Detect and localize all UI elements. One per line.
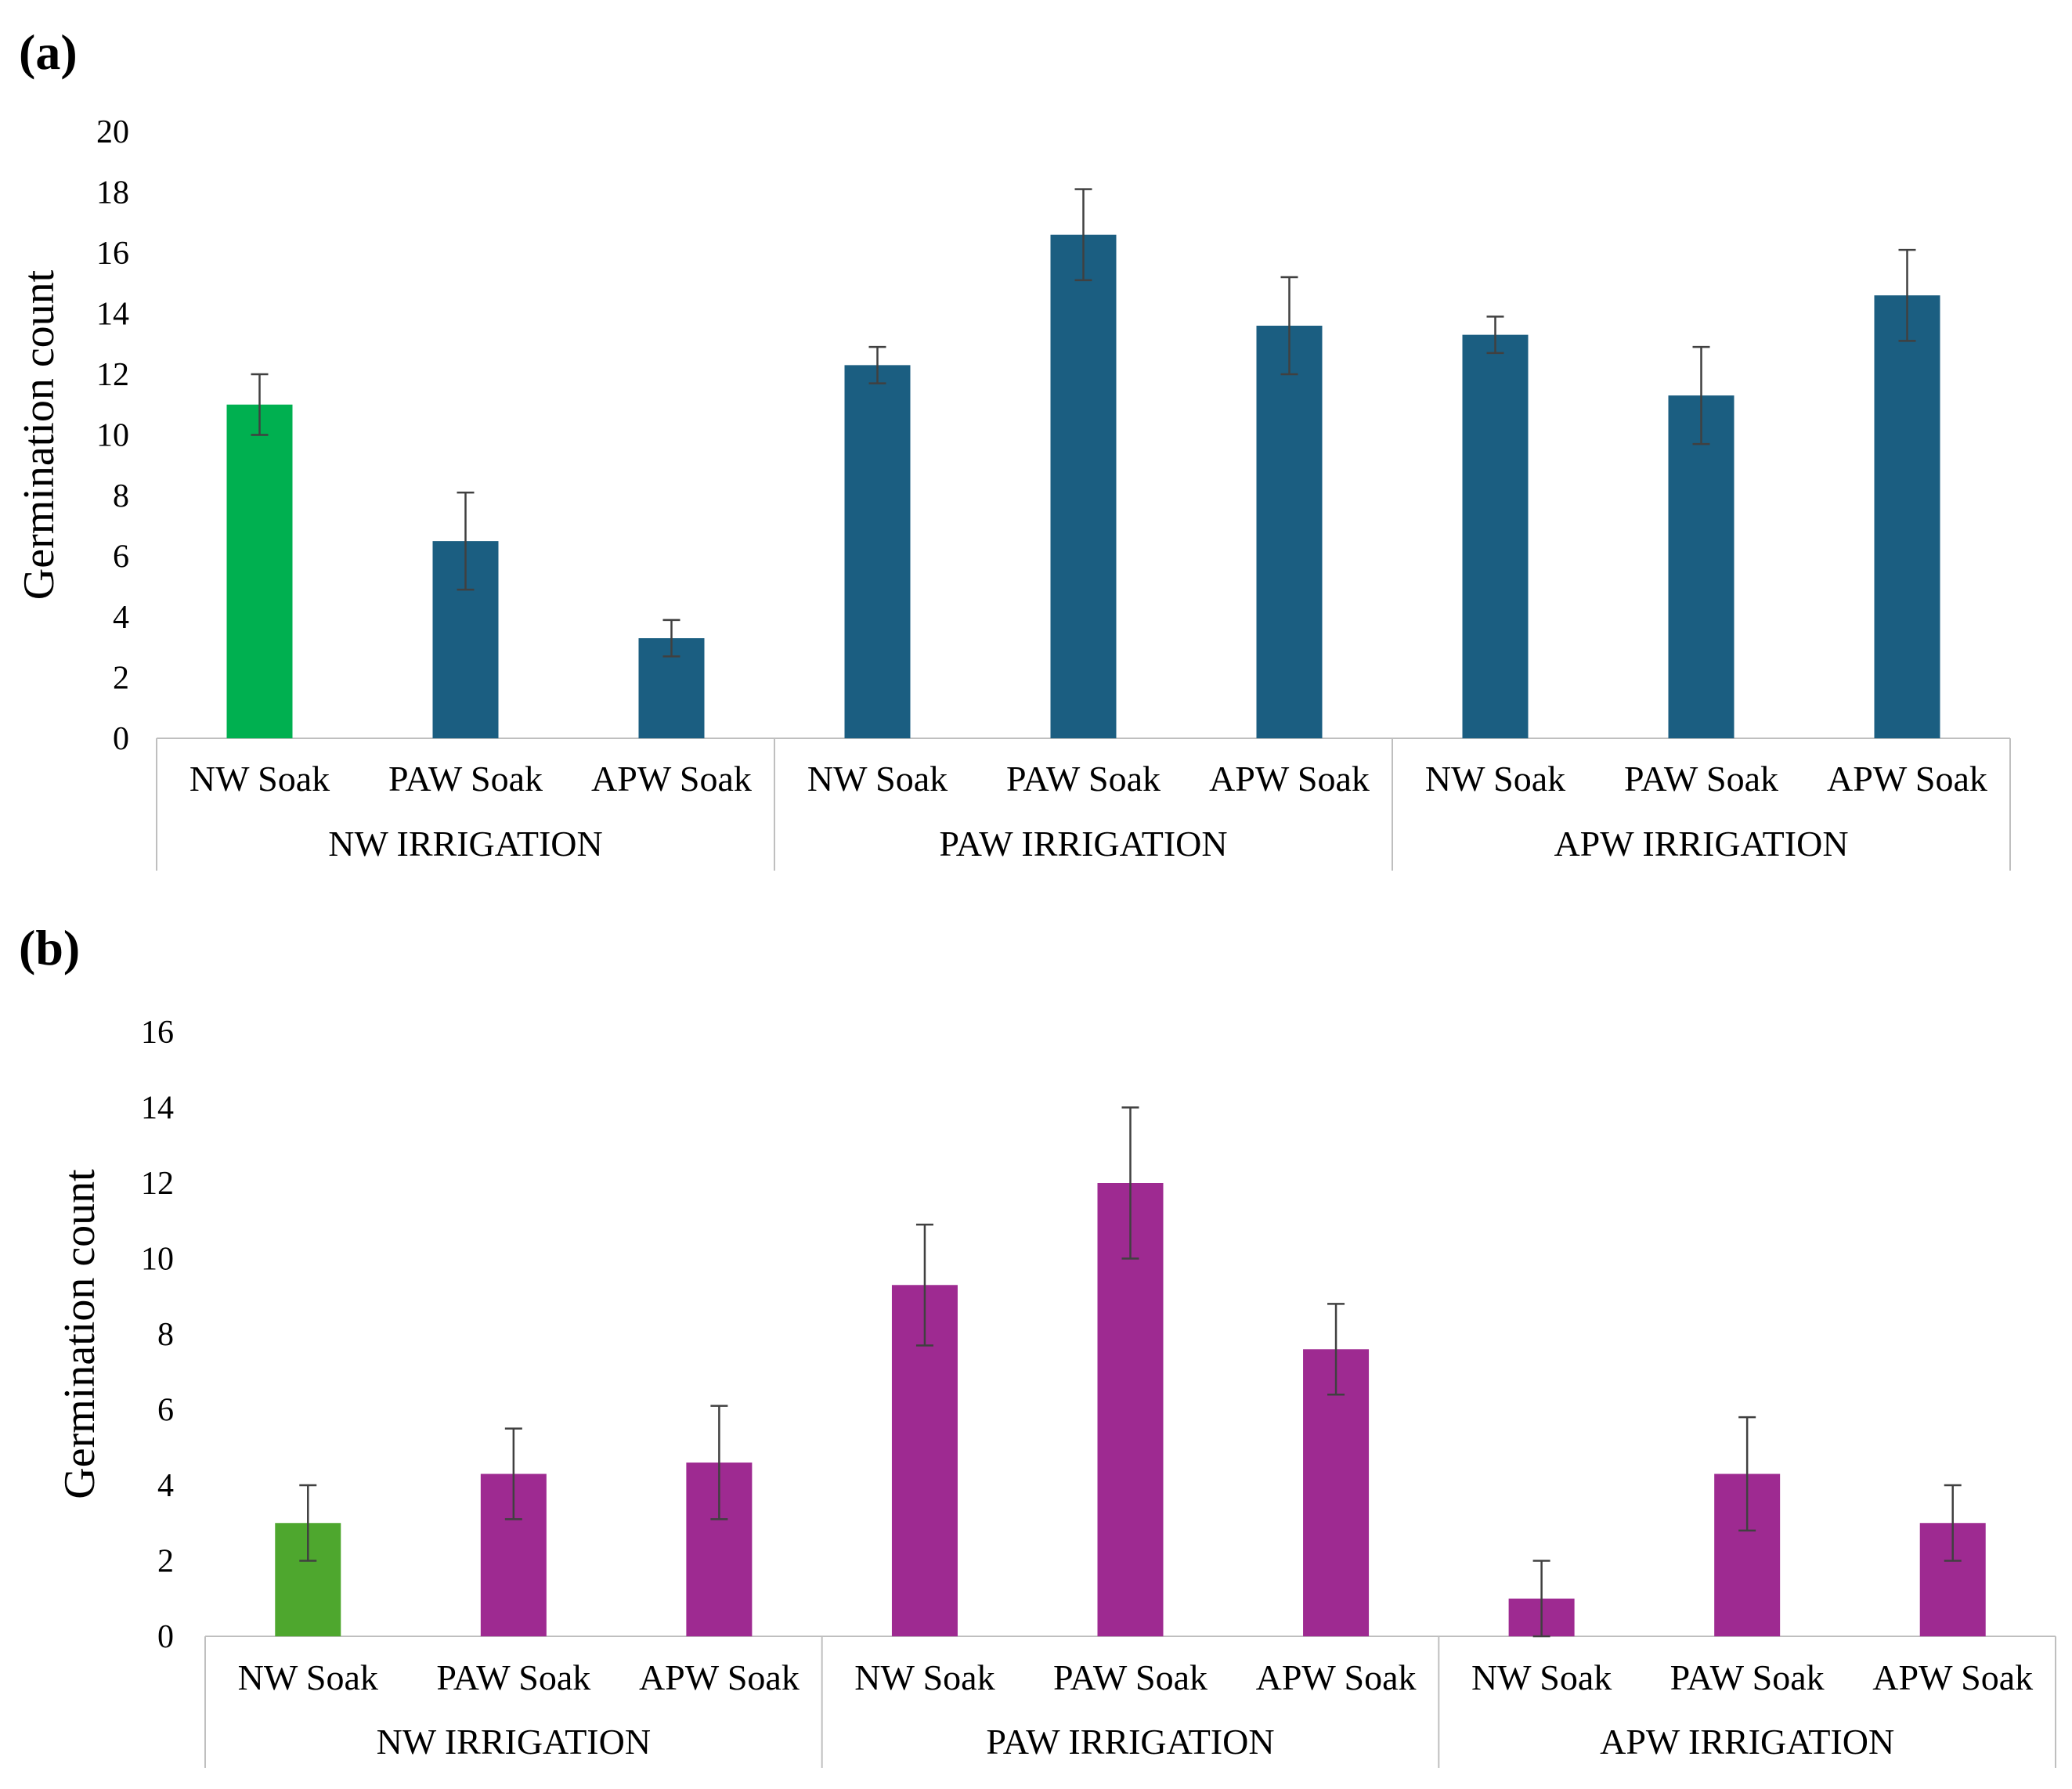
x-tick-label: APW Soak: [1209, 759, 1370, 799]
y-tick-label: 14: [141, 1091, 174, 1127]
y-tick-label: 8: [157, 1317, 174, 1353]
y-tick-label: 0: [157, 1619, 174, 1655]
y-tick-label: 2: [113, 661, 129, 697]
bar: [1303, 1349, 1370, 1636]
x-tick-label: APW Soak: [591, 759, 752, 799]
y-tick-label: 18: [96, 175, 129, 211]
y-tick-label: 4: [113, 600, 129, 636]
bar: [1050, 234, 1117, 738]
y-tick-label: 8: [113, 478, 129, 514]
group-label: PAW IRRIGATION: [939, 824, 1227, 864]
y-tick-label: 16: [96, 236, 129, 272]
y-tick-label: 4: [157, 1468, 174, 1504]
bar: [844, 365, 911, 738]
x-tick-label: PAW Soak: [436, 1657, 590, 1697]
y-tick-label: 12: [96, 357, 129, 393]
bar: [1874, 295, 1940, 738]
y-axis-title: Germination count: [56, 1169, 104, 1499]
x-tick-label: NW Soak: [807, 759, 948, 799]
x-tick-label: NW Soak: [190, 759, 330, 799]
x-tick-label: PAW Soak: [388, 759, 543, 799]
bar: [1668, 395, 1734, 738]
y-tick-label: 10: [141, 1242, 174, 1278]
panel-label: (b): [19, 920, 80, 976]
y-tick-label: 20: [96, 114, 129, 150]
x-tick-label: PAW Soak: [1053, 1657, 1207, 1697]
group-label: PAW IRRIGATION: [986, 1722, 1274, 1762]
y-tick-label: 6: [157, 1393, 174, 1429]
group-label: APW IRRIGATION: [1554, 824, 1848, 864]
x-tick-label: PAW Soak: [1624, 759, 1778, 799]
x-tick-label: APW Soak: [1256, 1657, 1417, 1697]
bar: [1256, 326, 1323, 738]
x-tick-label: APW Soak: [1872, 1657, 2033, 1697]
x-tick-label: APW Soak: [639, 1657, 800, 1697]
panel-label: (a): [19, 24, 78, 80]
y-tick-label: 12: [141, 1166, 174, 1202]
x-tick-label: NW Soak: [1425, 759, 1565, 799]
x-tick-label: NW Soak: [1471, 1657, 1612, 1697]
x-tick-label: PAW Soak: [1006, 759, 1161, 799]
group-label: APW IRRIGATION: [1600, 1722, 1894, 1762]
x-tick-label: NW Soak: [238, 1657, 378, 1697]
x-tick-label: APW Soak: [1827, 759, 1987, 799]
y-tick-label: 10: [96, 418, 129, 454]
x-tick-label: PAW Soak: [1670, 1657, 1825, 1697]
y-tick-label: 2: [157, 1544, 174, 1580]
bar: [226, 404, 293, 738]
y-tick-label: 14: [96, 297, 129, 333]
y-tick-label: 0: [113, 721, 129, 757]
y-tick-label: 16: [141, 1015, 174, 1051]
x-tick-label: NW Soak: [854, 1657, 994, 1697]
y-tick-label: 6: [113, 539, 129, 575]
group-label: NW IRRIGATION: [328, 824, 603, 864]
group-label: NW IRRIGATION: [377, 1722, 652, 1762]
bar: [1462, 334, 1529, 738]
y-axis-title: Germination count: [15, 269, 63, 600]
